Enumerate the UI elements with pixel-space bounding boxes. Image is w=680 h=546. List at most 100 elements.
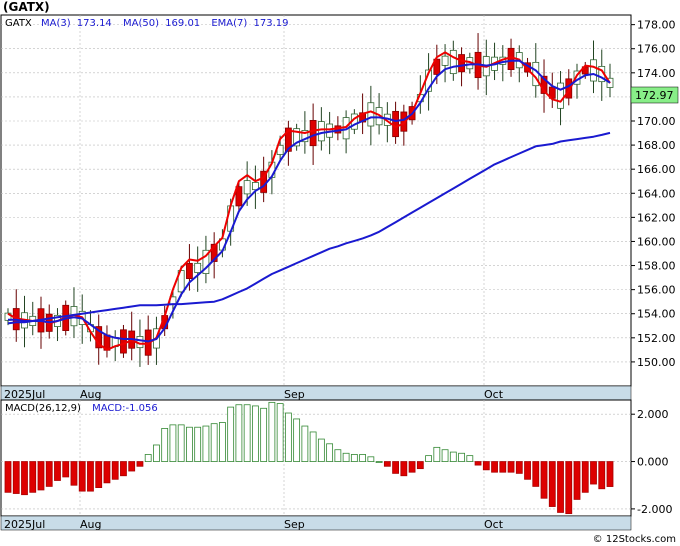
candle-body (441, 55, 449, 66)
legend-ma50-label: MA(50) (123, 18, 159, 29)
macd-bar (606, 461, 614, 487)
price-grid (1, 15, 631, 386)
price-tick-label: 160.00 (637, 235, 676, 248)
macd-bar (383, 461, 391, 467)
macd-bar (573, 461, 581, 500)
macd-bar (540, 461, 548, 499)
candle-body (186, 262, 193, 279)
macd-bar (441, 449, 449, 462)
macd-bar (103, 461, 111, 484)
macd-bar (334, 449, 342, 462)
macd-bar (186, 426, 193, 462)
macd-bar (507, 461, 515, 473)
macd-bar (111, 461, 119, 480)
macd-bar (317, 438, 325, 462)
macd-bar (458, 452, 465, 462)
macd-legend-label: MACD(26,12,9) (5, 403, 81, 414)
ema7-line (8, 59, 611, 343)
candle-body (309, 119, 317, 147)
macd-bar (342, 452, 350, 462)
price-axis: 178.00176.00174.00172.00170.00168.00166.… (631, 19, 676, 369)
macd-bar (87, 461, 94, 492)
candle-body (202, 249, 210, 274)
macd-bar (12, 461, 20, 494)
date-label: Sep (284, 388, 305, 401)
macd-legend-value: MACD:-1.056 (92, 403, 158, 414)
candle-body (210, 243, 218, 262)
last-price-badge (630, 86, 679, 104)
macd-bar (499, 461, 507, 473)
macd-bar (326, 443, 334, 462)
legend-symbol: GATX (5, 18, 32, 29)
legend-ema7-label: EMA(7) (211, 18, 247, 29)
candle-body (120, 329, 127, 354)
macd-bar (54, 461, 61, 481)
candle-body (301, 130, 309, 143)
macd-bar (400, 461, 408, 477)
legend-ema7-value: 173.19 (254, 18, 289, 29)
macd-bar (598, 461, 606, 490)
price-tick-label: 156.00 (637, 284, 676, 297)
macd-bar (548, 461, 556, 507)
macd-bars (4, 401, 614, 515)
macd-tick-label: -2.000 (637, 503, 672, 516)
macd-bar (491, 461, 498, 473)
macd-bar (227, 406, 235, 462)
price-tick-label: 176.00 (637, 43, 676, 56)
macd-bar (474, 461, 482, 466)
price-tick-label: 152.00 (637, 332, 676, 345)
macd-bar (4, 461, 12, 493)
chart-title: (GATX) (3, 0, 50, 14)
macd-bar (276, 403, 284, 462)
date-label: Aug (80, 388, 101, 401)
macd-bar (309, 431, 317, 462)
macd-bar (375, 461, 383, 463)
date-axis-upper: 2025Jul Aug Sep Oct (4, 388, 504, 401)
macd-bar (128, 461, 136, 472)
macd-bar (243, 404, 251, 462)
macd-bar (482, 461, 490, 471)
candle-body (194, 262, 202, 273)
macd-bar (284, 412, 292, 462)
macd-bar (251, 405, 259, 462)
candle-body (400, 111, 408, 132)
candle-body (367, 102, 375, 127)
macd-bar (161, 428, 169, 462)
candle-body (458, 54, 465, 73)
macd-bar (515, 461, 523, 474)
macd-bar (177, 424, 185, 462)
price-tick-label: 170.00 (637, 115, 676, 128)
macd-bar (260, 407, 268, 462)
candle-body (251, 182, 259, 191)
macd-bar (95, 461, 103, 488)
macd-bar (590, 461, 597, 485)
date-band-lower (0, 515, 632, 531)
candle-body (284, 127, 292, 152)
legend-ma3-label: MA(3) (41, 18, 71, 29)
macd-bar (21, 461, 28, 496)
ma3-line (7, 51, 611, 351)
macd-bar (449, 451, 457, 462)
macd-bar (45, 461, 53, 487)
date-axis-lower: 2025Jul Aug Sep Oct (4, 518, 504, 531)
candle-body (235, 186, 243, 207)
price-tick-label: 154.00 (637, 308, 676, 321)
price-tick-label: 178.00 (637, 19, 676, 32)
macd-bar (120, 461, 127, 477)
price-panel (0, 14, 632, 387)
macd-bar (144, 454, 152, 462)
macd-bar (301, 425, 309, 462)
macd-tick-label: 2.000 (637, 408, 669, 421)
macd-bar (136, 461, 144, 467)
macd-bar (425, 455, 432, 462)
macd-bar (268, 401, 276, 462)
macd-bar (581, 461, 589, 493)
candle-body (95, 326, 103, 349)
macd-bar (565, 461, 573, 515)
date-label: 2025Jul (4, 518, 45, 531)
macd-bar (235, 404, 243, 462)
macd-bar (532, 461, 540, 487)
price-tick-label: 158.00 (637, 260, 676, 273)
price-tick-label: 168.00 (637, 139, 676, 152)
macd-axis: 2.000 0.000 -2.000 (631, 408, 672, 516)
